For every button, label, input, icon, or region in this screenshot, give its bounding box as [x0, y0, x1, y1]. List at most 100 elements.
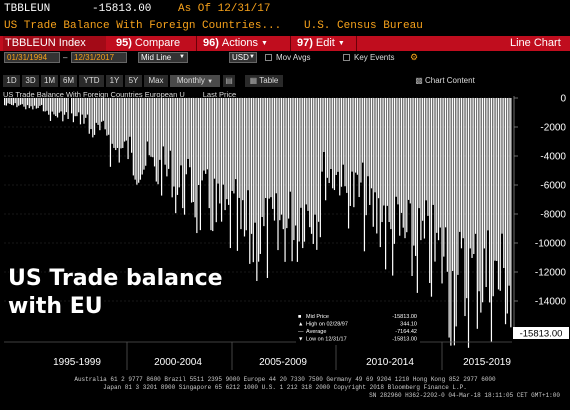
compare-button[interactable]: 95) Compare	[116, 36, 180, 51]
monthly-bar	[339, 98, 341, 196]
overlay-line-1: US Trade balance	[8, 266, 223, 291]
monthly-bar	[494, 98, 496, 261]
y-tick-label: -12000	[535, 268, 567, 279]
stats-row-value: -7164.42	[395, 329, 417, 335]
edit-caret-icon: ▼	[337, 40, 345, 47]
monthly-bar	[108, 98, 110, 135]
y-tick-label: -8000	[540, 210, 566, 221]
table-button[interactable]: ▦ Table	[245, 75, 283, 87]
monthly-bar	[367, 98, 369, 177]
ticker-label[interactable]: TBBLEUN	[4, 3, 51, 15]
monthly-bar	[125, 98, 127, 141]
monthly-bar	[134, 98, 136, 180]
monthly-bar	[205, 98, 207, 174]
chart-view-icon[interactable]: ▤	[223, 75, 235, 87]
legend-series: US Trade Balance With Foreign Countries …	[3, 90, 185, 99]
stats-row-value: 344.10	[400, 322, 417, 328]
monthly-bar	[48, 98, 50, 115]
monthly-bar	[7, 98, 9, 104]
monthly-bar	[106, 98, 108, 136]
monthly-bar	[196, 98, 198, 234]
stats-box: ■ Mid Price -15813.00 ▲ High on 02/28/97 344.…	[296, 311, 420, 345]
chart-content-button[interactable]: ▩ Chart Content	[405, 75, 485, 87]
date-range-row: 01/31/1994 – 12/31/2017 Mid Line ▼ USD ▼ M…	[0, 52, 570, 64]
as-of-date: As Of 12/31/17	[178, 3, 271, 15]
settings-gear-icon[interactable]: ⚙	[410, 52, 419, 62]
currency-select[interactable]: USD ▼	[229, 52, 257, 63]
period-3d[interactable]: 3D	[22, 75, 39, 87]
security-header: TBBLEUN -15813.00 As Of 12/31/17	[0, 2, 570, 16]
monthly-bar	[37, 98, 39, 109]
mov-avgs-checkbox[interactable]	[265, 54, 272, 61]
monthly-bar	[206, 98, 209, 170]
monthly-bar	[436, 98, 438, 233]
period-max[interactable]: Max	[144, 75, 168, 87]
monthly-bar	[185, 98, 187, 175]
monthly-bar	[231, 98, 233, 191]
period-1m[interactable]: 1M	[41, 75, 58, 87]
start-date-field[interactable]: 01/31/1994	[4, 52, 60, 63]
monthly-bar	[256, 98, 258, 282]
monthly-bar	[18, 98, 20, 106]
monthly-bar	[409, 98, 411, 204]
monthly-bar	[131, 98, 133, 153]
monthly-bar	[372, 98, 374, 227]
monthly-bar	[483, 98, 485, 249]
edit-button[interactable]: 97) Edit ▼	[297, 36, 345, 51]
monthly-bar	[317, 98, 320, 222]
mid-line-select[interactable]: Mid Line ▼	[138, 52, 188, 63]
monthly-bar	[464, 98, 466, 317]
stats-marker-icon: ■	[298, 314, 301, 320]
currency-value: USD	[232, 53, 249, 62]
monthly-bar	[441, 98, 443, 284]
chart-type-label[interactable]: Line Chart	[510, 37, 561, 49]
monthly-bar	[437, 98, 440, 241]
monthly-bar	[194, 98, 196, 218]
end-date-field[interactable]: 12/31/2017	[71, 52, 127, 63]
monthly-bar	[480, 98, 482, 313]
monthly-bar	[236, 98, 239, 251]
monthly-bar	[293, 98, 295, 241]
monthly-bar	[229, 98, 231, 249]
period-5y[interactable]: 5Y	[125, 75, 142, 87]
monthly-bar	[416, 98, 418, 293]
monthly-bar	[122, 98, 124, 148]
monthly-bar	[55, 98, 57, 117]
monthly-bar	[19, 98, 22, 105]
monthly-bar	[16, 98, 18, 108]
monthly-bar	[76, 98, 78, 117]
monthly-bar	[452, 98, 454, 271]
stats-row-value: -15813.00	[392, 337, 417, 343]
stats-row-label: Average	[306, 329, 326, 335]
monthly-bar	[272, 98, 274, 209]
monthly-bar	[233, 98, 235, 194]
monthly-bar	[429, 98, 431, 284]
period-6m[interactable]: 6M	[60, 75, 77, 87]
toolbar-divider	[290, 36, 291, 51]
monthly-bar	[210, 98, 212, 231]
monthly-bar	[143, 98, 145, 170]
monthly-bar	[72, 98, 74, 123]
toolbar-divider	[356, 36, 357, 51]
key-events-checkbox[interactable]	[343, 54, 350, 61]
index-selector[interactable]: TBBLEUN Index	[3, 36, 106, 51]
frequency-select[interactable]: Monthly ▼	[170, 75, 220, 87]
monthly-bar	[86, 98, 89, 115]
period-1d[interactable]: 1D	[3, 75, 20, 87]
monthly-bar	[212, 98, 214, 232]
monthly-bar	[423, 98, 426, 239]
last-value-label: -15813.00	[513, 327, 569, 340]
y-tick-label: -2000	[540, 123, 566, 134]
period-ytd[interactable]: YTD	[79, 75, 104, 87]
monthly-bar	[342, 98, 344, 165]
monthly-bar	[474, 98, 477, 234]
monthly-bar	[60, 98, 62, 112]
monthly-bar	[277, 98, 279, 251]
period-1y[interactable]: 1Y	[106, 75, 123, 87]
monthly-bar	[95, 98, 97, 123]
monthly-bar	[298, 98, 300, 242]
monthly-bar	[203, 98, 205, 171]
actions-button[interactable]: 96) Actions ▼	[203, 36, 268, 51]
x-axis: 1995-1999 2000-2004 2005-2009 2010-2014 2015…	[4, 341, 512, 370]
